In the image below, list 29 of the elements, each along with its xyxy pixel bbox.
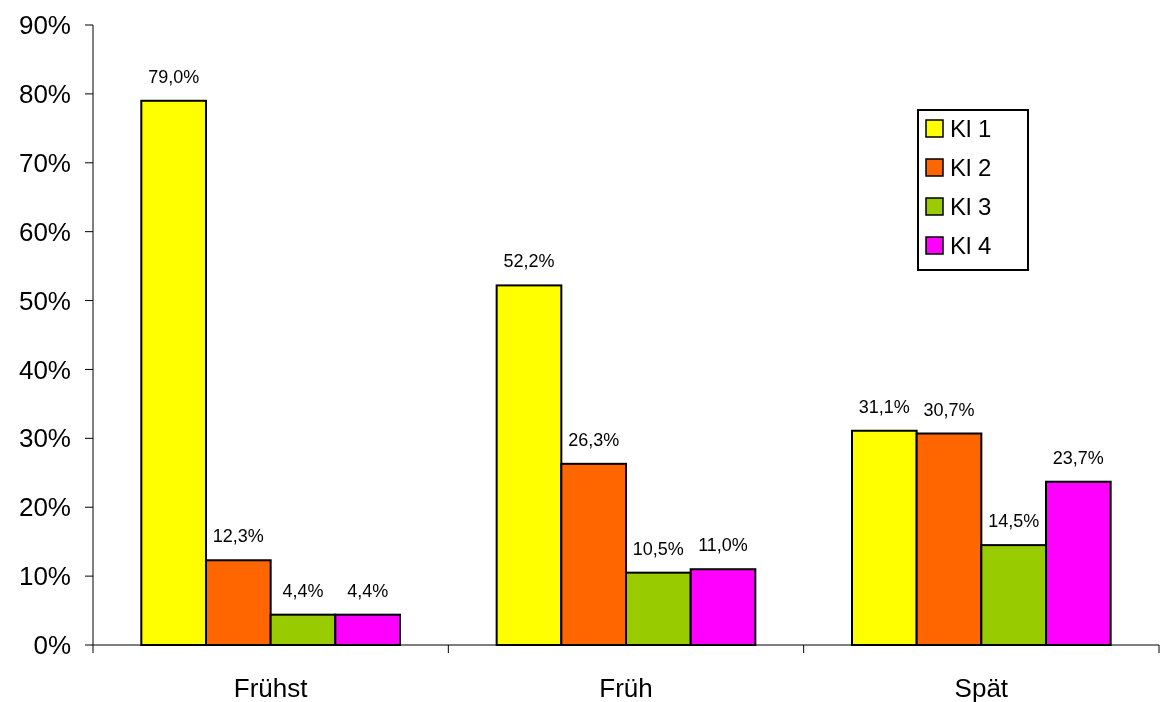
y-tick-label: 60% xyxy=(18,216,71,247)
x-tick-label: Spät xyxy=(954,673,1009,702)
data-label: 31,1% xyxy=(858,396,910,417)
data-label: 4,4% xyxy=(282,580,324,601)
y-tick-label: 70% xyxy=(18,147,71,178)
y-tick-label: 50% xyxy=(18,285,71,316)
data-label: 79,0% xyxy=(148,66,200,87)
x-tick-label: Frühst xyxy=(233,673,309,702)
legend-label: Kl 3 xyxy=(950,193,992,220)
y-tick-label: 0% xyxy=(33,630,71,661)
data-label: 12,3% xyxy=(212,526,264,547)
data-label: 10,5% xyxy=(632,538,684,559)
legend-label: Kl 1 xyxy=(950,115,992,142)
x-tick-label: Früh xyxy=(599,673,653,702)
data-label: 23,7% xyxy=(1052,447,1104,468)
data-label: 52,2% xyxy=(503,251,555,272)
y-tick-label: 10% xyxy=(18,561,71,592)
y-tick-label: 20% xyxy=(18,492,71,523)
legend-label: Kl 2 xyxy=(950,154,992,181)
y-tick-label: 90% xyxy=(18,10,71,41)
data-label: 30,7% xyxy=(923,399,975,420)
legend-label: Kl 4 xyxy=(950,232,992,259)
y-tick-label: 40% xyxy=(18,354,71,385)
data-label: 26,3% xyxy=(568,429,620,450)
data-label: 14,5% xyxy=(988,511,1040,532)
y-tick-label: 80% xyxy=(18,78,71,109)
data-label: 4,4% xyxy=(347,580,389,601)
y-tick-label: 30% xyxy=(18,423,71,454)
data-label: 11,0% xyxy=(698,535,748,556)
